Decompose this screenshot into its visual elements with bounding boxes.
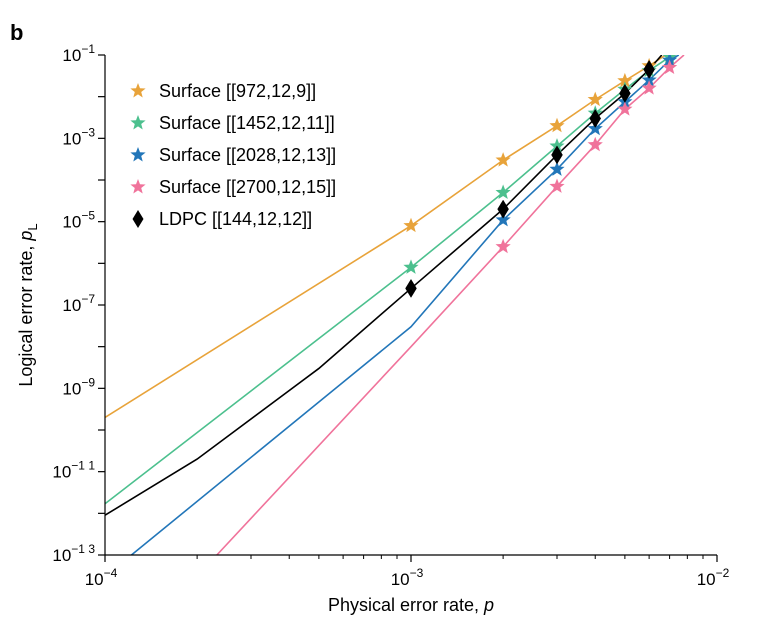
x-axis-label: Physical error rate, p xyxy=(328,595,494,615)
data-point-ldpc-0 xyxy=(405,278,417,298)
legend-label-surface_d13: Surface [[2028,12,13]] xyxy=(159,145,336,165)
data-point-surface_d13-0 xyxy=(495,211,511,227)
data-point-surface_d9-2 xyxy=(549,117,565,133)
data-point-surface_d13-1 xyxy=(549,161,565,176)
y-tick-label-2: 10−9 xyxy=(62,375,95,398)
data-point-surface_d9-3 xyxy=(587,91,603,107)
data-point-surface_d13-4 xyxy=(641,72,657,87)
x-tick-label-0: 10−4 xyxy=(85,566,118,589)
y-tick-label-0: 10−1 3 xyxy=(52,542,95,565)
data-point-surface_d11-2 xyxy=(549,138,565,153)
fit-line-surface_d9 xyxy=(105,55,667,419)
legend-marker-surface_d13 xyxy=(130,147,146,162)
data-point-surface_d11-0 xyxy=(403,259,419,274)
legend-marker-ldpc xyxy=(132,210,144,228)
legend: Surface [[972,12,9]] Surface [[1452,12,11… xyxy=(130,81,336,229)
data-point-ldpc-2 xyxy=(551,145,563,165)
y-tick-label-3: 10−7 xyxy=(62,292,95,315)
legend-marker-surface_d11 xyxy=(130,115,146,130)
data-point-surface_d9-1 xyxy=(495,152,511,167)
data-point-surface_d11-1 xyxy=(495,184,511,200)
legend-label-surface_d11: Surface [[1452,12,11]] xyxy=(159,113,335,133)
data-point-surface_d13-2 xyxy=(587,120,603,136)
legend-label-ldpc: LDPC [[144,12,12]] xyxy=(159,209,312,229)
y-axis-label: Logical error rate, pL xyxy=(16,223,40,386)
panel-label: b xyxy=(10,20,23,45)
data-point-ldpc-1 xyxy=(497,199,509,219)
data-point-surface_d15-5 xyxy=(661,59,678,75)
data-point-surface_d15-3 xyxy=(617,101,633,116)
y-tick-label-1: 10−1 1 xyxy=(52,459,95,482)
data-point-surface_d15-0 xyxy=(495,238,511,254)
data-point-surface_d15-1 xyxy=(549,178,565,193)
y-tick-label-6: 10−1 xyxy=(62,42,95,65)
y-tick-label-4: 10−5 xyxy=(62,209,95,232)
data-point-surface_d15-4 xyxy=(641,80,657,95)
data-point-ldpc-3 xyxy=(589,108,602,128)
data-point-ldpc-5 xyxy=(643,59,655,79)
data-point-ldpc-4 xyxy=(619,83,631,103)
legend-marker-surface_d15 xyxy=(130,179,146,194)
data-point-surface_d15-2 xyxy=(587,136,603,152)
legend-label-surface_d15: Surface [[2700,12,15]] xyxy=(159,177,336,197)
fit-line-ldpc xyxy=(105,55,663,516)
y-tick-label-5: 10−3 xyxy=(62,125,95,148)
series-layer xyxy=(105,55,685,555)
legend-label-surface_d9: Surface [[972,12,9]] xyxy=(159,81,316,101)
x-tick-label-2: 10−2 xyxy=(697,566,730,589)
tick-layer: 10−4 10−3 10−2 10−1 3 10−1 1 10−9 10−7 10−5 10−3… xyxy=(52,42,729,589)
plot-area: 10−4 10−3 10−2 10−1 3 10−1 1 10−9 10−7 10−5 10−3… xyxy=(52,42,729,589)
legend-marker-surface_d9 xyxy=(130,83,146,98)
data-point-surface_d9-4 xyxy=(617,72,633,88)
x-tick-label-1: 10−3 xyxy=(391,566,424,589)
data-point-surface_d9-0 xyxy=(403,217,419,233)
